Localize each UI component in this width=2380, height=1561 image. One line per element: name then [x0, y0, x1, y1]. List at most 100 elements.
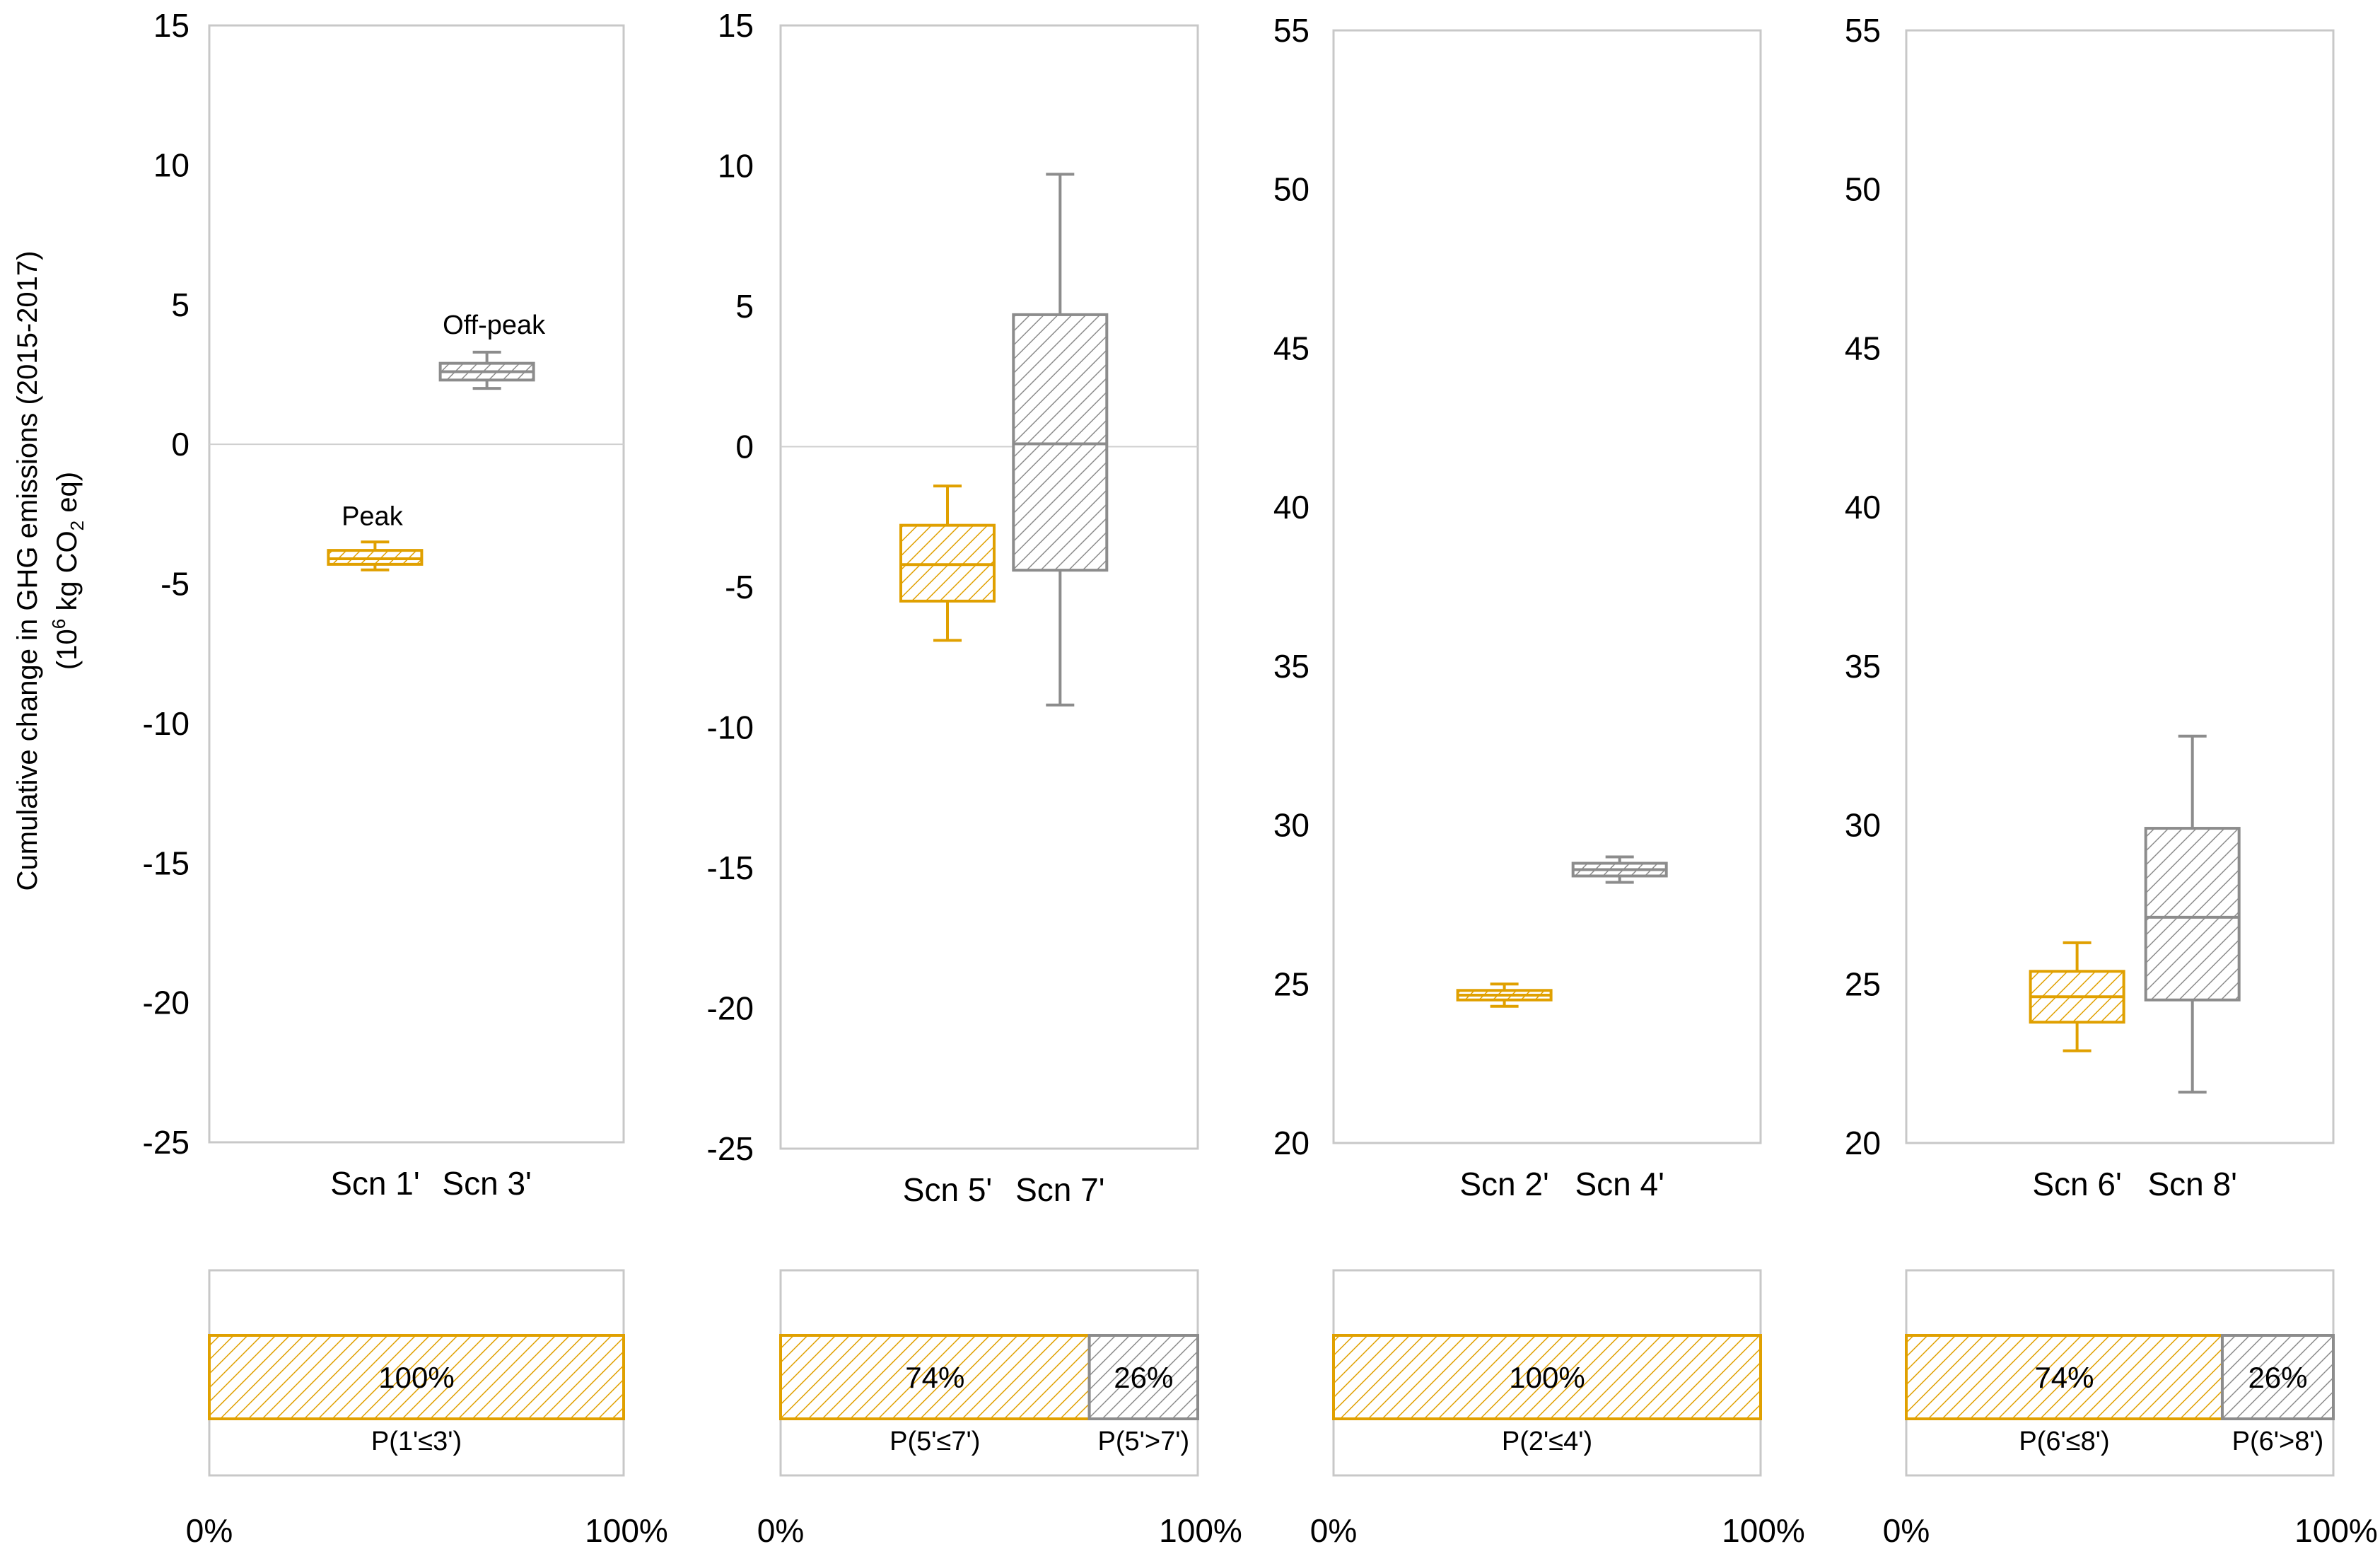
probability-bar-1: 100% P(1'≤3') 0% 100% [186, 1269, 668, 1549]
y-tick-label: -5 [161, 566, 189, 603]
probability-segment-peak [779, 1334, 1091, 1420]
probability-segment-peak [1332, 1334, 1762, 1420]
probability-bar-2: 74% P(5'≤7') 26% P(5'>7') 0% 100% [757, 1269, 1242, 1549]
series-annotation: Peak [342, 501, 404, 531]
box-peak [2029, 941, 2125, 1052]
box-peak [327, 540, 424, 571]
y-tick-label: 35 [1845, 648, 1881, 685]
probability-segment-off_peak [1087, 1334, 1199, 1420]
y-tick-label: 55 [1273, 12, 1309, 49]
y-tick-label: 30 [1845, 807, 1881, 844]
plot-frame [208, 24, 625, 1144]
y-axis-title-unit-suffix: eq) [52, 472, 83, 521]
probability-segment-off_peak [2220, 1334, 2335, 1420]
probability-caption: P(2'≤4') [1502, 1427, 1592, 1456]
y-tick-label: -25 [707, 1130, 754, 1167]
x-tick-label: 0% [186, 1512, 233, 1549]
y-tick-label: -20 [707, 990, 754, 1027]
y-tick-label: -25 [143, 1124, 189, 1161]
y-tick-label: -20 [143, 985, 189, 1021]
panel-1: 15 10 5 0 -5 -10 -15 -20 -25 Scn 1' Peak Scn 3' Off-… [143, 7, 625, 1202]
category-label: Scn 2' [1459, 1166, 1548, 1202]
plot-frame [1332, 29, 1762, 1144]
probability-bar-4: 74% P(6'≤8') 26% P(6'>8') 0% 100% [1883, 1269, 2378, 1549]
x-tick-label: 0% [1310, 1512, 1357, 1549]
y-axis-title: Cumulative change in GHG emissions (2015… [12, 251, 88, 891]
y-axis-title-unit-mid: kg CO [52, 530, 83, 618]
category-label: Scn 8' [2147, 1166, 2236, 1202]
probability-segment-peak [1905, 1334, 2224, 1420]
category-label: Scn 6' [2032, 1166, 2121, 1202]
y-tick-label: 15 [718, 7, 754, 44]
y-tick-label: 0 [171, 426, 189, 463]
y-axis-title-unit-subscript: 2 [66, 521, 88, 530]
category-label: Scn 1' [330, 1165, 419, 1202]
plot-frame [1905, 29, 2335, 1144]
y-tick-label: 35 [1273, 648, 1309, 685]
x-tick-label: 100% [1722, 1512, 1805, 1549]
box-peak [899, 484, 996, 642]
y-tick-label: 55 [1845, 12, 1881, 49]
panel-4: 55 50 45 40 35 30 25 20 Scn 6' Scn 8' [1845, 12, 2335, 1202]
y-tick-label: 50 [1845, 171, 1881, 208]
x-tick-label: 0% [757, 1512, 804, 1549]
probability-caption: P(1'≤3') [371, 1427, 462, 1456]
y-tick-label: 40 [1845, 489, 1881, 526]
y-axis-title-line2: (106 kg CO2 eq) [48, 472, 88, 670]
category-label: Scn 5' [903, 1171, 992, 1208]
panel-2: 15 10 5 0 -5 -10 -15 -20 -25 Scn 5' Scn 7' [707, 7, 1199, 1208]
category-label: Scn 7' [1015, 1171, 1104, 1208]
probability-value: 74% [2034, 1361, 2094, 1394]
y-tick-label: 10 [718, 148, 754, 185]
y-tick-label: -5 [725, 569, 754, 605]
y-tick-label: 5 [735, 288, 754, 325]
y-axis-title-unit-exponent: 6 [48, 619, 69, 629]
probability-value: 26% [2248, 1361, 2307, 1394]
x-tick-label: 100% [1159, 1512, 1242, 1549]
series-annotation: Off-peak [443, 311, 546, 340]
probability-caption: P(6'>8') [2232, 1427, 2324, 1456]
y-tick-label: 25 [1273, 965, 1309, 1002]
y-tick-label: 45 [1273, 330, 1309, 366]
y-axis-title-unit-prefix: (10 [52, 629, 83, 670]
y-tick-label: -10 [707, 709, 754, 746]
probability-bar-3: 100% P(2'≤4') 0% 100% [1310, 1269, 1805, 1549]
probability-segment-peak [208, 1334, 625, 1420]
probability-value: 100% [378, 1361, 454, 1394]
probability-value: 26% [1114, 1361, 1173, 1394]
y-tick-label: 25 [1845, 965, 1881, 1002]
y-tick-label: 20 [1273, 1125, 1309, 1161]
y-tick-label: 40 [1273, 489, 1309, 526]
probability-caption: P(6'≤8') [2019, 1427, 2109, 1456]
category-label: Scn 3' [442, 1165, 531, 1202]
y-tick-label: 0 [735, 429, 754, 465]
y-tick-label: 10 [153, 146, 189, 183]
probability-value: 74% [905, 1361, 964, 1394]
probability-caption: P(5'≤7') [889, 1427, 980, 1456]
probability-value: 100% [1509, 1361, 1585, 1394]
box-off_peak [438, 350, 535, 390]
iqr-box [2144, 827, 2241, 1002]
x-tick-label: 100% [2294, 1512, 2378, 1549]
panel-3: 55 50 45 40 35 30 25 20 Scn 2' Scn 4' [1273, 12, 1762, 1202]
probability-caption: P(5'>7') [1097, 1427, 1189, 1456]
y-tick-label: 5 [171, 286, 189, 323]
box-off_peak [1571, 855, 1668, 884]
x-tick-label: 100% [585, 1512, 668, 1549]
y-tick-label: -15 [707, 849, 754, 886]
x-tick-label: 0% [1883, 1512, 1930, 1549]
y-tick-label: 45 [1845, 330, 1881, 366]
category-label: Scn 4' [1575, 1166, 1664, 1202]
y-tick-label: 20 [1845, 1125, 1881, 1161]
y-tick-label: -15 [143, 845, 189, 881]
box-peak [1456, 982, 1553, 1008]
plot-frame [779, 24, 1199, 1150]
y-tick-label: 15 [153, 7, 189, 44]
y-tick-label: -10 [143, 705, 189, 742]
box-off_peak [1012, 173, 1109, 707]
y-tick-label: 50 [1273, 171, 1309, 208]
y-axis-title-line1: Cumulative change in GHG emissions (2015… [12, 251, 43, 891]
box-off_peak [2144, 734, 2241, 1094]
